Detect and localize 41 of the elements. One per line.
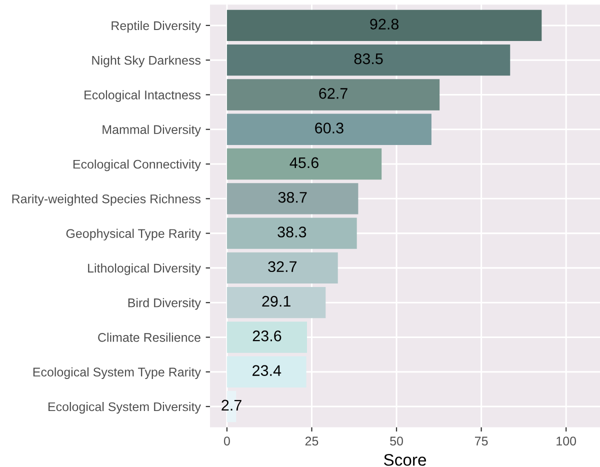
bar (226, 183, 358, 214)
data-label: 62.7 (319, 88, 348, 99)
y-tick-label: Bird Diversity (128, 298, 201, 310)
data-label: 60.3 (315, 122, 344, 134)
y-tick-label: Lithological Diversity (88, 263, 201, 276)
y-tick-label: Climate Resilience (98, 332, 200, 342)
data-label: 83.5 (354, 53, 383, 64)
y-tick-label: Ecological Connectivity (73, 159, 201, 172)
x-tick-label: 50 (390, 436, 403, 446)
bar (226, 287, 326, 318)
x-tick-label: 25 (305, 436, 318, 446)
data-label: 45.6 (290, 157, 318, 168)
data-label: 29.1 (262, 296, 290, 307)
x-tick-label: 75 (474, 436, 488, 446)
y-tick-label: Night Sky Darkness (92, 56, 201, 68)
bar (226, 10, 542, 42)
y-tick-label: Reptile Diversity (112, 20, 201, 33)
x-tick-label: 100 (556, 436, 576, 446)
x-axis-title: Score (384, 454, 426, 466)
data-label: 38.7 (278, 192, 307, 203)
data-label: 38.3 (278, 226, 306, 238)
bar (226, 114, 432, 145)
bar (226, 148, 382, 180)
y-tick-label: Ecological System Diversity (48, 402, 201, 414)
bar (226, 322, 307, 353)
data-label: 2.7 (222, 400, 242, 410)
y-tick-label: Geophysical Type Rarity (66, 228, 201, 240)
y-tick-label: Ecological Intactness (84, 90, 201, 102)
x-tick-label: 0 (224, 436, 230, 446)
bar (226, 218, 357, 249)
data-label: 23.4 (252, 365, 282, 376)
y-tick-label: Rarity-weighted Species Richness (12, 194, 201, 206)
data-label: 23.6 (252, 330, 282, 342)
data-label: 92.8 (370, 18, 399, 30)
bar (226, 44, 510, 76)
data-label: 32.7 (268, 261, 297, 272)
y-tick-label: Ecological System Type Rarity (33, 367, 201, 379)
bar (226, 252, 338, 284)
bar (226, 79, 440, 110)
bar (226, 356, 306, 388)
y-tick-label: Mammal Diversity (102, 124, 201, 137)
